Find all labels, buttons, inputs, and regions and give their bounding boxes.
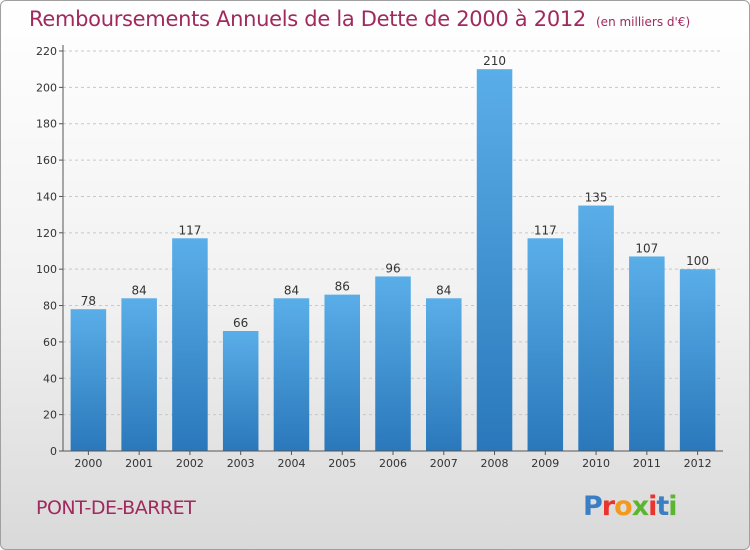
data-label: 84 [132,283,147,297]
data-label: 84 [436,283,451,297]
y-tick-label: 120 [36,227,57,240]
bar [426,298,462,451]
y-tick-label: 140 [36,190,57,203]
x-tick-label: 2009 [531,457,559,470]
data-label: 117 [534,223,557,237]
data-label: 78 [81,294,96,308]
x-tick-label: 2002 [176,457,204,470]
logo-letter: x [631,491,649,522]
x-tick-label: 2004 [277,457,305,470]
x-tick-label: 2005 [328,457,356,470]
y-tick-label: 80 [43,300,57,313]
data-label: 107 [635,241,658,255]
y-tick-label: 20 [43,409,57,422]
x-tick-label: 2011 [633,457,661,470]
x-tick-label: 2003 [227,457,255,470]
y-tick-label: 220 [36,45,57,58]
data-label: 84 [284,283,299,297]
x-tick-label: 2000 [74,457,102,470]
y-tick-label: 100 [36,263,57,276]
bar [578,205,614,451]
y-tick-label: 40 [43,372,57,385]
bar [324,294,360,451]
bar [476,69,513,451]
x-tick-label: 2001 [125,457,153,470]
logo-letter: i [668,491,677,522]
logo-letter: P [583,491,603,522]
y-tick-label: 200 [36,81,57,94]
bar [527,238,564,451]
bar [172,238,208,451]
proxiti-logo[interactable]: Proxiti [583,491,678,522]
logo-letter: t [656,491,669,522]
y-tick-label: 160 [36,154,57,167]
bar [70,309,107,451]
x-tick-label: 2012 [684,457,712,470]
bar [375,276,411,451]
data-label: 135 [585,191,608,205]
y-tick-label: 0 [50,445,57,458]
place-name: PONT-DE-BARRET [36,497,196,519]
y-tick-label: 180 [36,118,57,131]
chart-subtitle: (en milliers d'€) [596,15,691,29]
bar [679,269,716,451]
data-label: 100 [686,254,709,268]
data-label: 96 [385,261,400,275]
logo-letter: o [614,491,633,522]
x-tick-label: 2010 [582,457,610,470]
data-label: 66 [233,316,248,330]
bar [121,298,157,451]
chart-title-text: Remboursements Annuels de la Dette de 20… [29,7,586,31]
data-label: 210 [483,54,506,68]
logo-letter: r [601,491,615,522]
bar [273,298,310,451]
data-label: 117 [178,223,201,237]
x-tick-label: 2007 [430,457,458,470]
bar [629,256,665,451]
x-tick-label: 2006 [379,457,407,470]
logo-letter: i [648,491,657,522]
data-label: 86 [335,280,350,294]
y-tick-label: 60 [43,336,57,349]
x-tick-label: 2008 [481,457,509,470]
bar [222,331,259,451]
chart-title: Remboursements Annuels de la Dette de 20… [29,7,690,31]
